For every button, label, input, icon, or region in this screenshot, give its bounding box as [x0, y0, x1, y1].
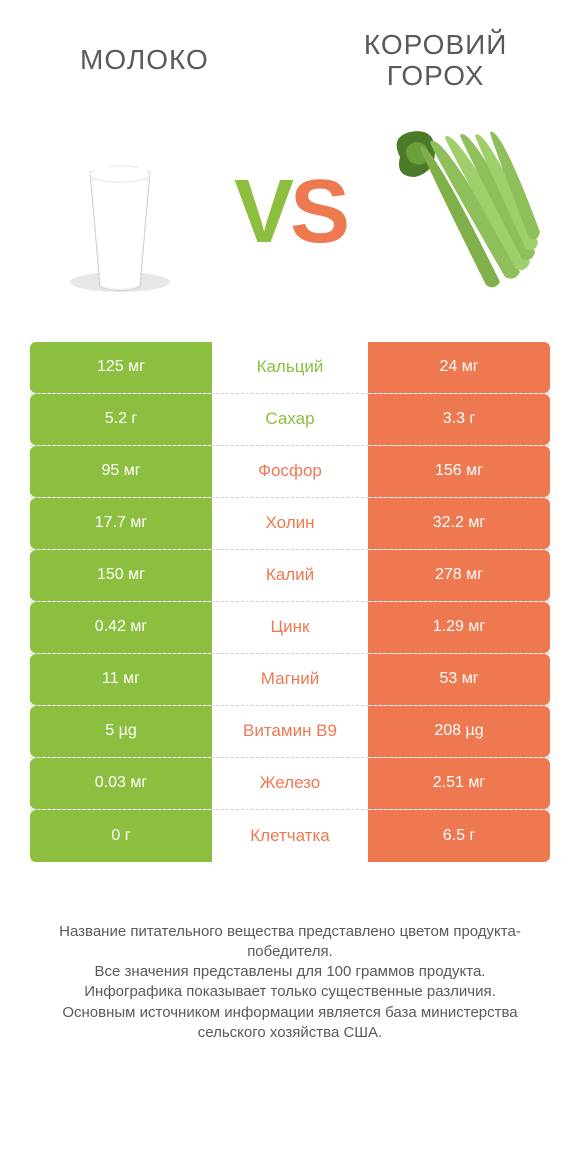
left-value-cell: 0.03 мг	[30, 758, 212, 809]
left-value-cell: 0 г	[30, 810, 212, 862]
green-beans-icon	[380, 117, 540, 307]
right-product-title: КОРОВИЙ ГОРОХ	[321, 30, 550, 92]
left-value-cell: 125 мг	[30, 342, 212, 393]
right-value-cell: 6.5 г	[368, 810, 550, 862]
table-row: 150 мгКалий278 мг	[30, 550, 550, 602]
right-value-cell: 3.3 г	[368, 394, 550, 445]
infographic-container: МОЛОКО КОРОВИЙ ГОРОХ VS	[0, 0, 580, 1083]
nutrient-label-cell: Цинк	[212, 602, 368, 653]
vs-s: S	[290, 167, 346, 257]
left-value-cell: 0.42 мг	[30, 602, 212, 653]
nutrient-label-cell: Кальций	[212, 342, 368, 393]
left-value-cell: 5.2 г	[30, 394, 212, 445]
left-product-image	[40, 112, 200, 312]
left-value-cell: 11 мг	[30, 654, 212, 705]
right-value-cell: 53 мг	[368, 654, 550, 705]
nutrient-label-cell: Витамин B9	[212, 706, 368, 757]
left-value-cell: 95 мг	[30, 446, 212, 497]
vs-label: VS	[234, 167, 346, 257]
right-value-cell: 156 мг	[368, 446, 550, 497]
footer-line: Все значения представлены для 100 граммо…	[30, 962, 550, 982]
footer-line: Название питательного вещества представл…	[30, 922, 550, 963]
milk-glass-icon	[50, 122, 190, 302]
right-value-cell: 1.29 мг	[368, 602, 550, 653]
left-value-cell: 150 мг	[30, 550, 212, 601]
table-row: 95 мгФосфор156 мг	[30, 446, 550, 498]
table-row: 125 мгКальций24 мг	[30, 342, 550, 394]
right-value-cell: 278 мг	[368, 550, 550, 601]
table-row: 0.03 мгЖелезо2.51 мг	[30, 758, 550, 810]
nutrient-label-cell: Магний	[212, 654, 368, 705]
nutrient-label-cell: Фосфор	[212, 446, 368, 497]
right-value-cell: 24 мг	[368, 342, 550, 393]
table-row: 17.7 мгХолин32.2 мг	[30, 498, 550, 550]
header-row: МОЛОКО КОРОВИЙ ГОРОХ	[0, 0, 580, 102]
left-value-cell: 17.7 мг	[30, 498, 212, 549]
right-value-cell: 208 µg	[368, 706, 550, 757]
footer-line: Инфографика показывает только существенн…	[30, 982, 550, 1002]
table-row: 5 µgВитамин B9208 µg	[30, 706, 550, 758]
images-row: VS	[0, 102, 580, 342]
left-value-cell: 5 µg	[30, 706, 212, 757]
nutrient-label-cell: Сахар	[212, 394, 368, 445]
comparison-table: 125 мгКальций24 мг5.2 гСахар3.3 г95 мгФо…	[0, 342, 580, 862]
nutrient-label-cell: Клетчатка	[212, 810, 368, 862]
footer-notes: Название питательного вещества представл…	[0, 862, 580, 1084]
right-product-image	[380, 112, 540, 312]
footer-line: Основным источником информации является …	[30, 1003, 550, 1044]
right-value-cell: 2.51 мг	[368, 758, 550, 809]
left-product-title: МОЛОКО	[30, 45, 259, 76]
vs-v: V	[234, 167, 290, 257]
nutrient-label-cell: Холин	[212, 498, 368, 549]
table-row: 11 мгМагний53 мг	[30, 654, 550, 706]
nutrient-label-cell: Калий	[212, 550, 368, 601]
right-value-cell: 32.2 мг	[368, 498, 550, 549]
table-row: 0 гКлетчатка6.5 г	[30, 810, 550, 862]
nutrient-label-cell: Железо	[212, 758, 368, 809]
table-row: 5.2 гСахар3.3 г	[30, 394, 550, 446]
table-row: 0.42 мгЦинк1.29 мг	[30, 602, 550, 654]
